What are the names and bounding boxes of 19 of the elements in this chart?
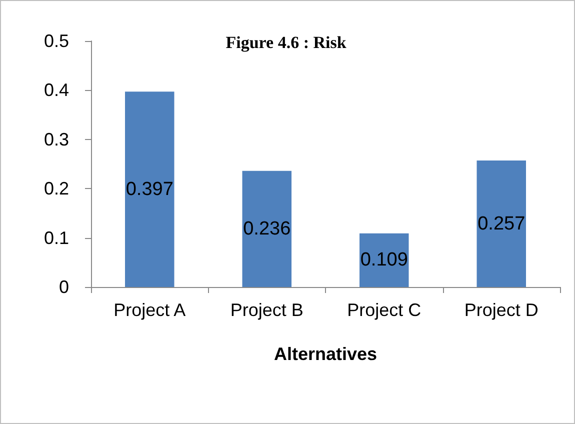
y-tick-label: 0 (58, 277, 69, 297)
chart-title: Figure 4.6 : Risk (226, 33, 347, 52)
y-tick-label: 0.4 (44, 80, 69, 100)
data-label: 0.109 (360, 250, 408, 271)
x-tick-label: Project D (464, 300, 538, 320)
x-axis-title: Alternatives (274, 344, 378, 364)
x-tick-label: Project C (347, 300, 422, 320)
data-label: 0.257 (478, 213, 526, 234)
data-label: 0.397 (126, 178, 174, 200)
x-tick-label: Project A (114, 300, 186, 320)
y-tick-label: 0.3 (44, 129, 69, 150)
bar (125, 92, 174, 287)
x-tick-label: Project B (230, 300, 304, 320)
bar (242, 170, 292, 287)
bar (476, 160, 526, 287)
data-label: 0.236 (243, 218, 291, 240)
y-tick-label: 0.5 (44, 31, 69, 51)
y-tick-label: 0.2 (44, 178, 69, 199)
y-tick-label: 0.1 (44, 228, 69, 248)
